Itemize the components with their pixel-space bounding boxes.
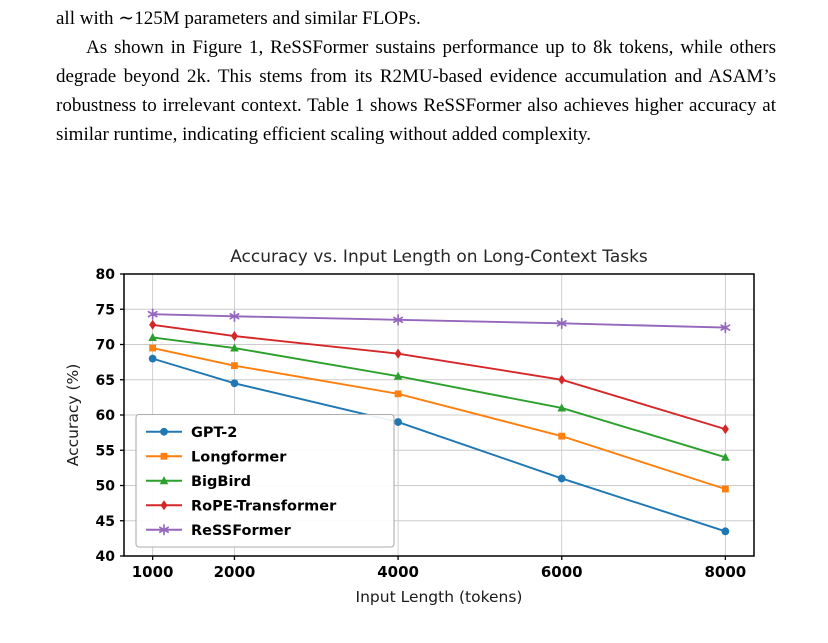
svg-text:45: 45 [96, 514, 115, 530]
svg-text:6000: 6000 [541, 563, 583, 581]
figure-accuracy-vs-length: 40 45 50 55 60 65 70 75 80 1000 2000 4000 6000 8000 Ac… [62, 242, 774, 622]
legend-item-ReSSFormer: ReSSFormer [146, 523, 292, 539]
series-BigBird [148, 332, 730, 461]
svg-text:75: 75 [96, 302, 115, 318]
tick-labels: 40 45 50 55 60 65 70 75 80 1000 2000 4000 6000 8000 [96, 267, 747, 581]
svg-text:ReSSFormer: ReSSFormer [191, 523, 292, 539]
svg-text:65: 65 [96, 373, 115, 389]
series-RoPE-Transformer [149, 319, 729, 435]
accuracy-chart-svg: 40 45 50 55 60 65 70 75 80 1000 2000 4000 6000 8000 Ac… [64, 247, 755, 606]
svg-text:4000: 4000 [377, 563, 419, 581]
svg-text:1000: 1000 [132, 563, 174, 581]
paragraph-figure-discussion: As shown in Figure 1, ReSSFormer sustain… [56, 37, 776, 145]
svg-text:RoPE-Transformer: RoPE-Transformer [191, 498, 337, 514]
svg-text:8000: 8000 [704, 563, 746, 581]
svg-text:GPT-2: GPT-2 [191, 425, 237, 441]
series-Longformer [149, 344, 729, 493]
svg-text:50: 50 [96, 479, 116, 495]
svg-text:55: 55 [96, 443, 115, 459]
series-GPT-2 [148, 354, 730, 536]
series-ReSSFormer [147, 308, 731, 334]
x-axis-label: Input Length (tokens) [356, 588, 523, 606]
svg-text:Longformer: Longformer [191, 449, 287, 465]
paragraph-continuation: all with ∼125M parameters and similar FL… [56, 8, 421, 29]
svg-text:70: 70 [96, 338, 116, 354]
svg-text:BigBird: BigBird [191, 474, 251, 490]
chart-legend: GPT-2 Longformer BigBird RoPE-Transformer Re… [135, 413, 395, 548]
svg-text:60: 60 [96, 408, 116, 424]
y-axis-label: Accuracy (%) [64, 364, 82, 467]
legend-item-GPT-2: GPT-2 [146, 425, 237, 441]
chart-title: Accuracy vs. Input Length on Long-Contex… [230, 247, 648, 267]
body-text: all with ∼125M parameters and similar FL… [56, 4, 776, 149]
legend-item-RoPE-Transformer: RoPE-Transformer [146, 498, 337, 514]
svg-text:2000: 2000 [214, 563, 256, 581]
legend-item-BigBird: BigBird [146, 474, 251, 490]
legend-item-Longformer: Longformer [146, 449, 287, 465]
svg-text:80: 80 [96, 267, 116, 283]
svg-text:40: 40 [96, 549, 116, 565]
